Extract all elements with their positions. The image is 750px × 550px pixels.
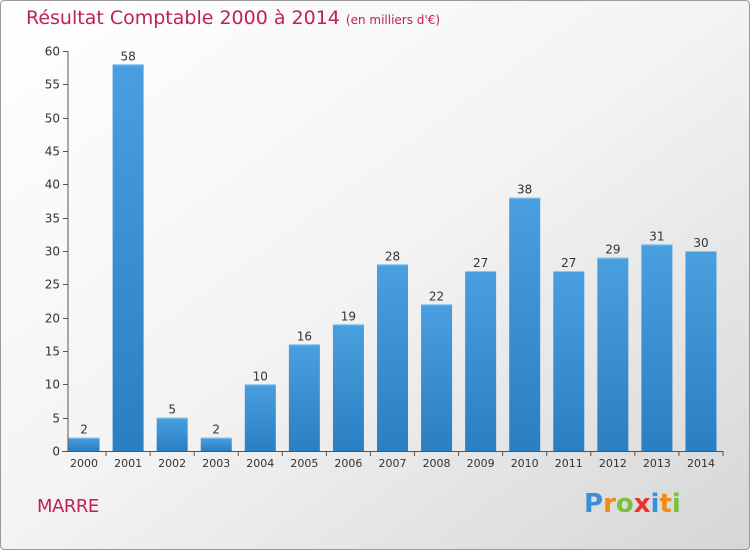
bar [377, 264, 408, 451]
logo-letter: x [633, 489, 651, 519]
logo-letter: r [603, 489, 616, 519]
y-tick-label: 30 [45, 245, 60, 259]
data-label: 16 [297, 329, 312, 343]
chart-title: Résultat Comptable 2000 à 2014 (en millie… [26, 7, 440, 29]
chart-title-text: Résultat Comptable 2000 à 2014 [26, 7, 340, 29]
logo-letter: o [615, 489, 634, 519]
data-label: 19 [341, 309, 356, 323]
proxiti-logo: Proxiti [584, 489, 681, 519]
data-label: 31 [649, 229, 664, 243]
data-label: 28 [385, 249, 400, 263]
y-tick-label: 55 [45, 78, 60, 92]
x-tick-label: 2007 [379, 457, 407, 470]
x-tick-label: 2009 [467, 457, 495, 470]
x-tick-label: 2001 [114, 457, 142, 470]
x-tick-label: 2002 [158, 457, 186, 470]
bar [112, 64, 144, 452]
data-label: 29 [605, 243, 620, 257]
data-label: 30 [693, 236, 708, 250]
logo-letter: P [584, 489, 604, 519]
bar [288, 344, 320, 451]
bar [332, 324, 364, 451]
x-tick-label: 2005 [290, 457, 318, 470]
data-label: 38 [517, 183, 532, 197]
x-tick-label: 2006 [334, 457, 362, 470]
bar [553, 271, 585, 451]
bar [641, 244, 673, 451]
data-label: 10 [253, 369, 268, 383]
logo-letter: i [650, 489, 660, 519]
y-tick-label: 10 [45, 378, 60, 392]
y-tick-label: 5 [52, 412, 60, 426]
bar [685, 251, 717, 451]
x-tick-label: 2008 [423, 457, 451, 470]
logo-letter: i [671, 489, 681, 519]
y-tick-label: 15 [45, 345, 60, 359]
bar [68, 437, 100, 451]
x-tick-label: 2003 [202, 457, 230, 470]
y-tick-label: 45 [45, 145, 60, 159]
bar [200, 437, 232, 451]
y-tick-label: 60 [45, 45, 60, 59]
x-tick-label: 2012 [599, 457, 627, 470]
data-label: 22 [429, 289, 444, 303]
x-tick-label: 2004 [246, 457, 274, 470]
y-tick-label: 40 [45, 178, 60, 192]
x-tick-label: 2013 [643, 457, 671, 470]
data-label: 58 [120, 49, 135, 63]
data-label: 5 [168, 403, 176, 417]
y-tick-label: 50 [45, 112, 60, 126]
x-tick-label: 2011 [555, 457, 583, 470]
y-tick-label: 20 [45, 312, 60, 326]
data-label: 27 [473, 256, 488, 270]
bar [597, 257, 629, 451]
chart-subtitle: (en milliers d'€) [345, 13, 441, 27]
y-tick-label: 35 [45, 212, 60, 226]
bar [509, 197, 541, 451]
y-tick-label: 25 [45, 278, 60, 292]
bar [156, 417, 188, 451]
data-label: 27 [561, 256, 576, 270]
data-label: 2 [212, 423, 220, 437]
bar [465, 271, 497, 451]
bar [244, 384, 276, 451]
logo-letter: t [659, 489, 672, 519]
data-label: 2 [80, 423, 88, 437]
location-name: MARRE [37, 496, 99, 517]
bar [421, 304, 453, 451]
x-tick-label: 2010 [511, 457, 539, 470]
x-tick-label: 2000 [70, 457, 98, 470]
y-tick-label: 0 [52, 445, 60, 459]
x-tick-label: 2014 [687, 457, 715, 470]
